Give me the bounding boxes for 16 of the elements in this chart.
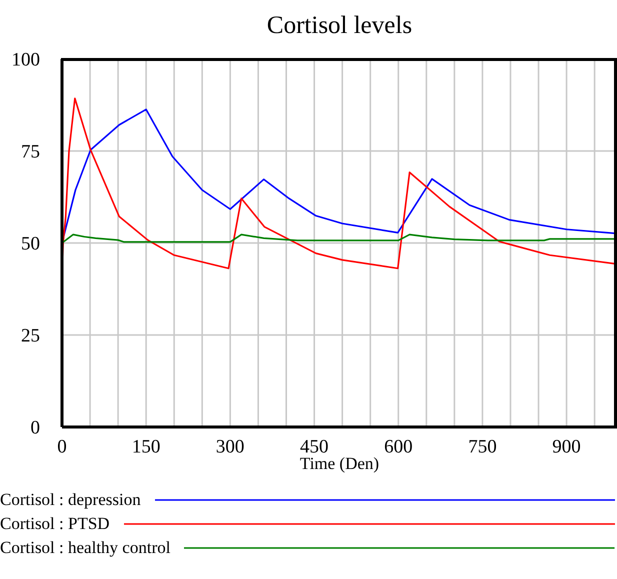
x-tick-label: 750 (468, 436, 497, 458)
y-tick-label: 25 (21, 326, 40, 347)
chart-title: Cortisol levels (266, 12, 414, 40)
y-tick-label: 100 (12, 50, 40, 71)
x-tick-label: 0 (57, 436, 67, 458)
legend-label: Cortisol : PTSD (0, 514, 110, 534)
x-tick-label: 150 (132, 436, 160, 458)
x-tick-label: 300 (216, 436, 244, 458)
y-tick-label: 0 (30, 418, 40, 439)
y-tick-label: 75 (21, 142, 40, 163)
x-tick-label: 900 (552, 436, 581, 458)
legend-label: Cortisol : healthy control (0, 538, 170, 558)
line-series (62, 234, 617, 244)
y-tick-label: 50 (21, 234, 40, 255)
x-tick-label: 600 (384, 436, 413, 458)
legend-label: Cortisol : depression (0, 490, 141, 510)
